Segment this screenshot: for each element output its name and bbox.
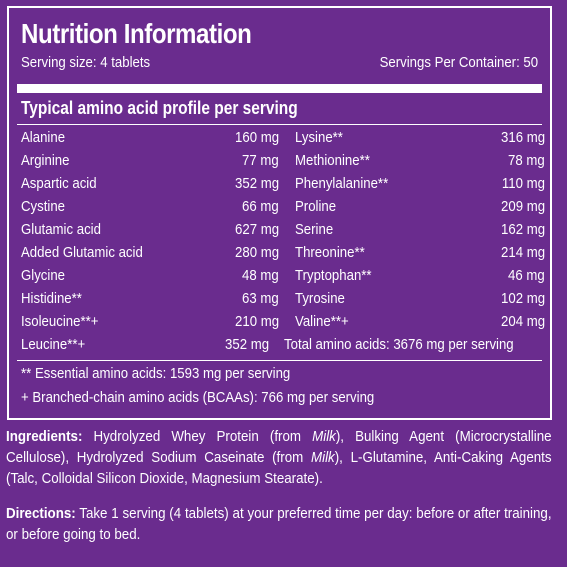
table-row: Alanine 160 mg Lysine** 316 mg (21, 126, 545, 149)
amino-value: 46 mg (508, 267, 545, 284)
serving-info-row: Serving size: 4 tablets Servings Per Con… (21, 54, 538, 71)
amino-name: Proline (295, 198, 337, 215)
amino-name: Added Glutamic acid (21, 244, 143, 261)
amino-value: 160 mg (234, 129, 279, 146)
amino-value: 316 mg (500, 129, 545, 146)
ingredients-text: ), Bulking Agent (Microcrystalline Cellu… (6, 428, 552, 466)
amino-name: Tryptophan** (295, 267, 372, 284)
total-amino-acids: Total amino acids: 3676 mg per serving (284, 336, 514, 353)
allergen-milk: Milk (312, 428, 336, 445)
allergen-milk: Milk (310, 449, 335, 466)
amino-name: Leucine**+ (21, 336, 86, 353)
amino-value: 78 mg (508, 152, 545, 169)
amino-name: Aspartic acid (21, 175, 97, 192)
amino-value: 77 mg (242, 152, 279, 169)
ingredients-text: ), L-Glutamine, Anti-Caking Agents (Talc… (6, 449, 552, 487)
panel-title: Nutrition Information (21, 18, 252, 49)
directions-text: Take 1 serving (4 tablets) at your prefe… (6, 505, 552, 543)
amino-name: Phenylalanine** (295, 175, 389, 192)
amino-value: 63 mg (242, 290, 279, 307)
amino-name: Valine**+ (295, 313, 349, 330)
serving-size: Serving size: 4 tablets (21, 54, 151, 71)
amino-name: Lysine** (295, 129, 343, 146)
ingredients-label: Ingredients: (6, 428, 83, 445)
amino-value: 352 mg (224, 336, 269, 353)
amino-value: 48 mg (242, 267, 279, 284)
amino-name: Alanine (21, 129, 66, 146)
ingredients-text: Hydrolyzed Whey Protein (from (82, 428, 313, 445)
table-row: Added Glutamic acid 280 mg Threonine** 2… (21, 241, 545, 264)
table-row: Glycine 48 mg Tryptophan** 46 mg (21, 264, 545, 287)
table-row: Arginine 77 mg Methionine** 78 mg (21, 149, 545, 172)
amino-name: Threonine** (295, 244, 365, 261)
amino-profile-heading: Typical amino acid profile per serving (21, 98, 298, 118)
table-row: Leucine**+ 352 mg Total amino acids: 367… (21, 333, 545, 356)
divider (17, 360, 542, 361)
amino-value: 204 mg (500, 313, 545, 330)
footnote-bcaa: + Branched-chain amino acids (BCAAs): 76… (21, 389, 375, 406)
amino-value: 280 mg (234, 244, 279, 261)
amino-name: Isoleucine**+ (21, 313, 99, 330)
amino-name: Histidine** (21, 290, 82, 307)
ingredients-paragraph: Ingredients: Hydrolyzed Whey Protein (fr… (6, 426, 552, 489)
amino-name: Glycine (21, 267, 66, 284)
nutrition-panel: Nutrition Information Serving size: 4 ta… (7, 6, 552, 420)
amino-value: 627 mg (234, 221, 279, 238)
servings-per-container: Servings Per Container: 50 (379, 54, 538, 71)
table-row: Isoleucine**+ 210 mg Valine**+ 204 mg (21, 310, 545, 333)
amino-acid-table: Alanine 160 mg Lysine** 316 mg Arginine … (21, 126, 545, 356)
divider (17, 124, 542, 125)
footnote-essential: ** Essential amino acids: 1593 mg per se… (21, 365, 291, 382)
directions-label: Directions: (6, 505, 76, 522)
table-row: Glutamic acid 627 mg Serine 162 mg (21, 218, 545, 241)
amino-value: 110 mg (501, 175, 545, 192)
amino-value: 209 mg (500, 198, 545, 215)
amino-value: 66 mg (242, 198, 279, 215)
amino-name: Serine (295, 221, 334, 238)
amino-name: Tyrosine (295, 290, 345, 307)
table-row: Cystine 66 mg Proline 209 mg (21, 195, 545, 218)
amino-value: 352 mg (234, 175, 279, 192)
amino-name: Methionine** (295, 152, 370, 169)
amino-value: 102 mg (500, 290, 545, 307)
amino-name: Arginine (21, 152, 70, 169)
amino-value: 214 mg (500, 244, 545, 261)
amino-name: Cystine (21, 198, 66, 215)
table-row: Histidine** 63 mg Tyrosine 102 mg (21, 287, 545, 310)
amino-value: 162 mg (500, 221, 545, 238)
amino-value: 210 mg (234, 313, 279, 330)
table-row: Aspartic acid 352 mg Phenylalanine** 110… (21, 172, 545, 195)
thick-divider (17, 84, 542, 93)
directions-paragraph: Directions: Take 1 serving (4 tablets) a… (6, 503, 552, 545)
amino-name: Glutamic acid (21, 221, 101, 238)
